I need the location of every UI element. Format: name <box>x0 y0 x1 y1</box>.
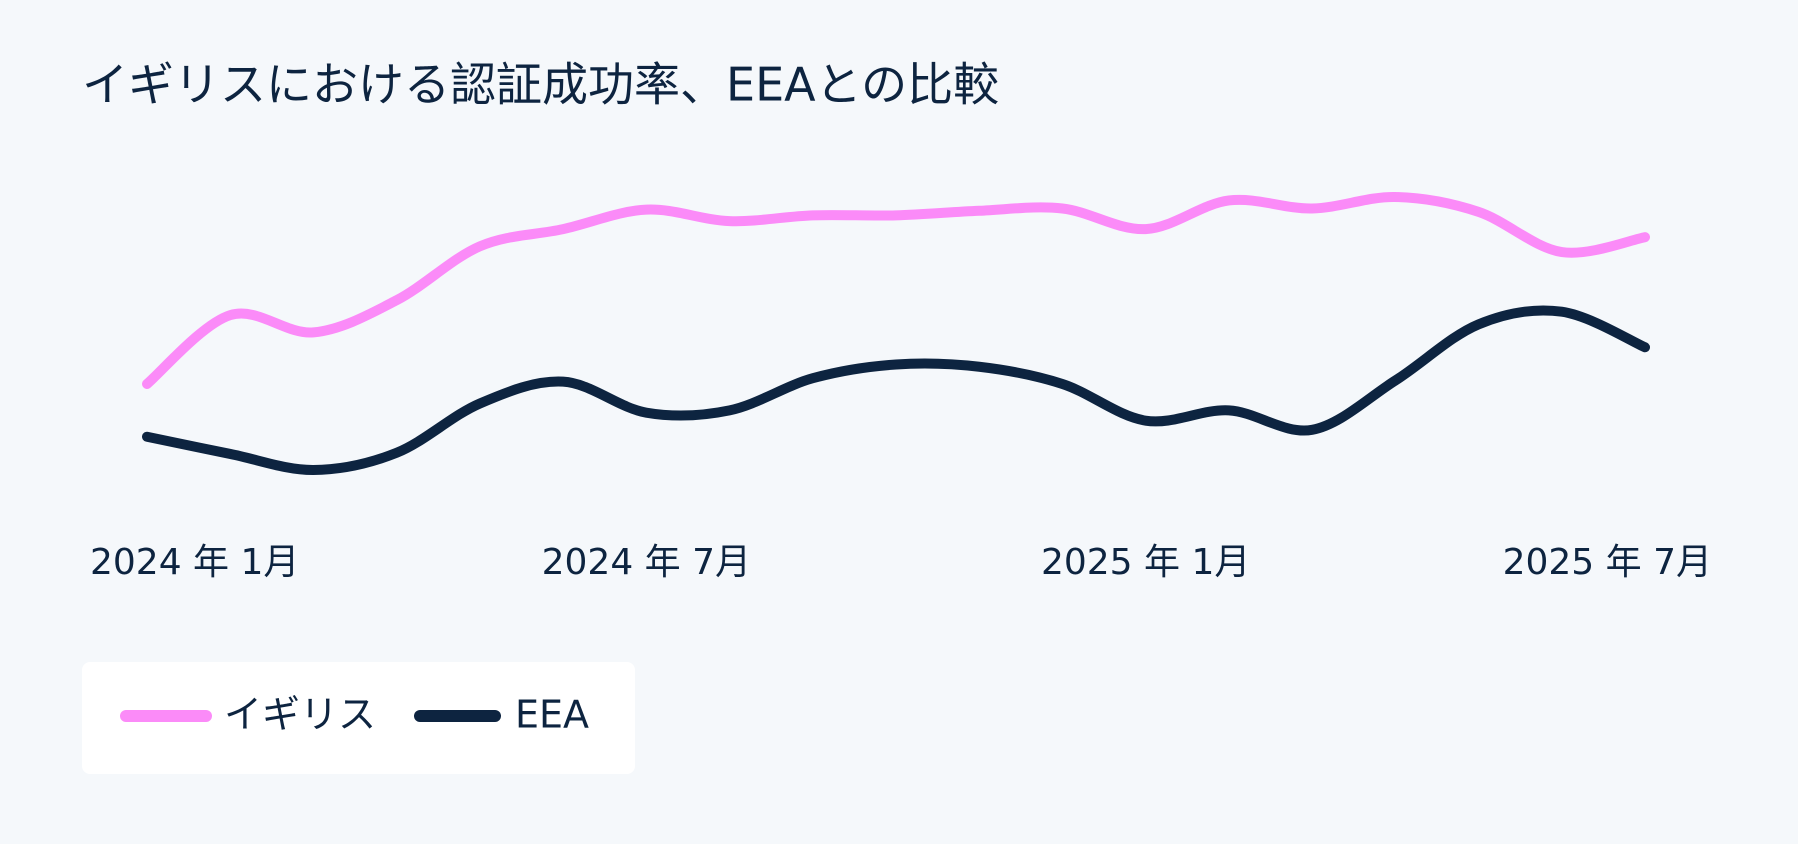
x-tick-label: 2025 年 7月 <box>1503 542 1712 583</box>
legend-label: EEA <box>515 693 589 737</box>
line <box>142 191 1650 389</box>
legend <box>82 662 635 774</box>
x-tick-label: 2025 年 1月 <box>1041 542 1250 583</box>
x-tick-label: 2024 年 1月 <box>90 542 299 583</box>
chart-title: イギリスにおける認証成功率、EEAとの比較 <box>82 58 999 112</box>
x-tick-label: 2024 年 7月 <box>542 542 751 583</box>
legend-label: イギリス <box>224 693 376 737</box>
line <box>142 305 1650 476</box>
